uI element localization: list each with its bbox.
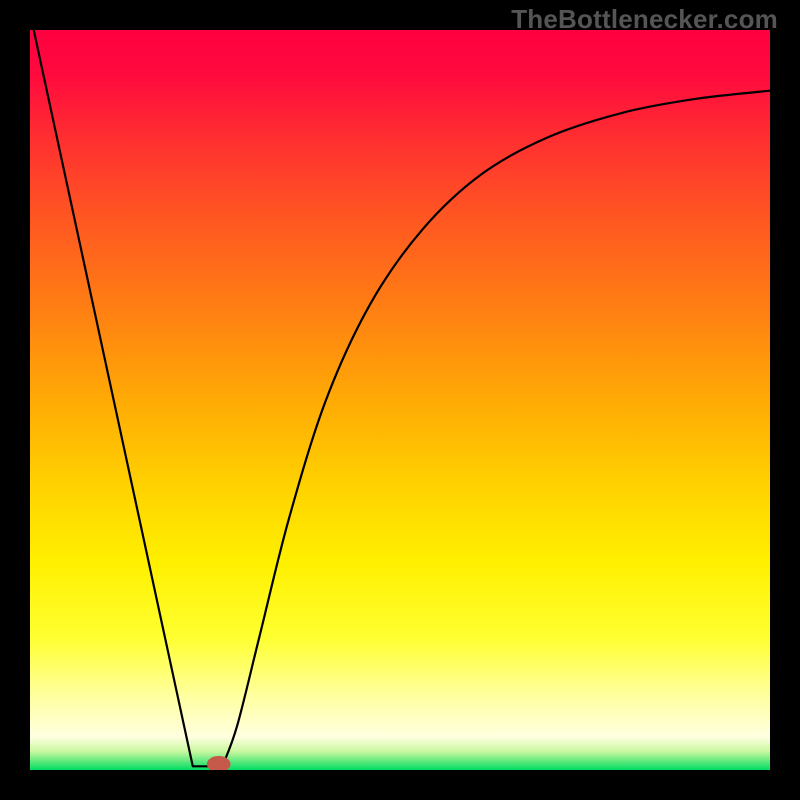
gradient-background: [30, 30, 770, 770]
watermark-text: TheBottlenecker.com: [511, 4, 778, 35]
chart-svg: [30, 30, 770, 770]
plot-area: [30, 30, 770, 770]
